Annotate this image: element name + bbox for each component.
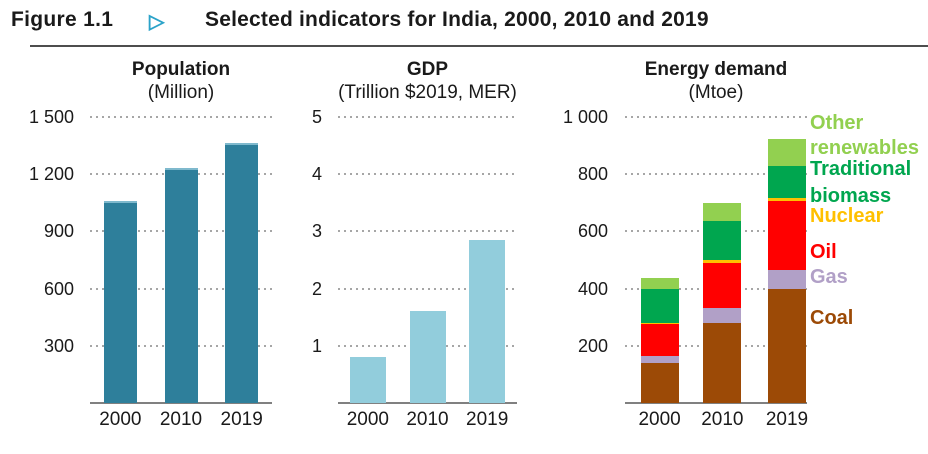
y-axis-label: 1 000 <box>562 107 608 127</box>
y-axis-label: 1 200 <box>28 164 74 185</box>
population-bar-2019 <box>225 142 259 403</box>
gridline <box>338 287 517 290</box>
legend-label-nuclear: Nuclear <box>810 205 884 227</box>
traditional-biomass-segment-2019 <box>767 166 806 198</box>
x-axis-label: 2000 <box>638 409 681 430</box>
chart-subtitle: (Million) <box>147 82 215 103</box>
coal-segment-2000 <box>640 362 679 403</box>
x-axis-label: 2000 <box>99 409 142 430</box>
gdp-bar-2019 <box>469 239 506 403</box>
x-axis-label: 2000 <box>346 409 389 430</box>
chart-title: Energy demand <box>644 59 788 80</box>
x-axis-label: 2010 <box>406 409 449 430</box>
y-axis-label: 3 <box>311 221 322 242</box>
figure-label: Figure 1.1 <box>11 8 114 31</box>
y-axis-label: 600 <box>43 278 74 299</box>
legend-label-coal: Coal <box>810 307 854 329</box>
population-bar-2010 <box>164 167 198 403</box>
legend-label-biomass: biomass <box>810 185 892 207</box>
y-axis-label: 300 <box>43 335 74 356</box>
nuclear-segment-2019 <box>767 197 806 202</box>
x-axis-line <box>338 402 517 404</box>
y-axis-label: 200 <box>577 335 608 356</box>
gridline <box>90 116 272 118</box>
pointer-triangle-icon: ▷ <box>149 11 165 33</box>
coal-segment-2019 <box>767 288 806 403</box>
chart-title: Population <box>131 59 231 80</box>
gridline <box>625 173 807 176</box>
nuclear-segment-2010 <box>703 260 742 264</box>
legend-label-oil: Oil <box>810 241 837 263</box>
y-axis-label: 1 500 <box>28 107 74 127</box>
gdp-bar-2000 <box>349 357 386 403</box>
traditional-biomass-segment-2000 <box>640 289 679 323</box>
y-axis-label: 1 <box>311 335 322 356</box>
chart-subtitle: (Mtoe) <box>688 82 744 103</box>
gas-segment-2010 <box>703 308 742 323</box>
other-renewables-segment-2010 <box>703 202 742 222</box>
traditional-biomass-segment-2010 <box>703 221 742 260</box>
x-axis-line <box>625 402 807 404</box>
legend-label-renewables: renewables <box>810 137 919 159</box>
chart-subtitle: (Trillion $2019, MER) <box>338 82 517 103</box>
oil-segment-2000 <box>640 323 679 356</box>
oil-segment-2010 <box>703 263 742 309</box>
y-axis-label: 800 <box>577 164 608 185</box>
legend-label-other: Other <box>810 112 864 134</box>
coal-segment-2010 <box>703 322 742 403</box>
legend-label-gas: Gas <box>810 266 848 288</box>
x-axis-label: 2019 <box>466 409 509 430</box>
y-axis-label: 400 <box>577 278 608 299</box>
gridline <box>338 173 517 176</box>
gas-segment-2000 <box>640 355 679 363</box>
nuclear-segment-2000 <box>640 322 679 324</box>
gas-segment-2019 <box>767 270 806 289</box>
y-axis-label: 600 <box>577 221 608 242</box>
gridline <box>338 116 517 118</box>
gridline <box>625 116 807 118</box>
population-bar-2000 <box>103 201 137 403</box>
gdp-bar-2010 <box>409 311 446 403</box>
legend-label-traditional: Traditional <box>810 158 912 180</box>
oil-segment-2019 <box>767 201 806 270</box>
y-axis-label: 4 <box>311 164 322 185</box>
other-renewables-segment-2019 <box>767 139 806 167</box>
chart-title: GDP <box>406 59 449 80</box>
x-axis-label: 2010 <box>701 409 744 430</box>
x-axis-label: 2019 <box>220 409 263 430</box>
x-axis-label: 2010 <box>159 409 203 430</box>
x-axis-label: 2019 <box>765 409 809 430</box>
x-axis-line <box>90 402 272 404</box>
y-axis-label: 900 <box>43 221 74 242</box>
other-renewables-segment-2000 <box>640 277 679 290</box>
gridline <box>338 230 517 233</box>
figure-title: Selected indicators for India, 2000, 201… <box>205 8 709 31</box>
y-axis-label: 2 <box>311 278 322 299</box>
header-divider <box>30 45 928 47</box>
y-axis-label: 5 <box>311 107 322 127</box>
